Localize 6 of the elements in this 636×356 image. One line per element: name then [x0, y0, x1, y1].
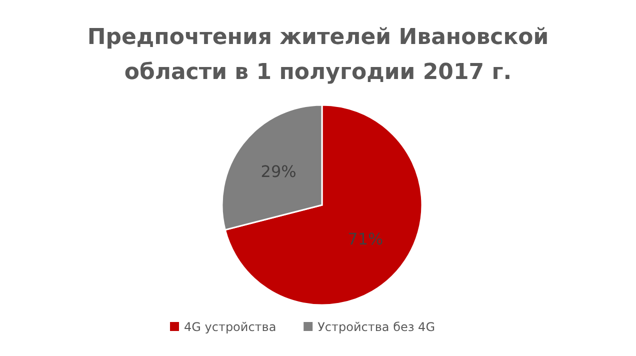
chart-title: Предпочтения жителей Ивановской области в 1 полугодии 2017 г.: [87, 25, 549, 85]
legend-label: Устройства без 4G: [318, 320, 436, 334]
legend-label: 4G устройства: [184, 320, 276, 334]
data-label: 71%: [348, 229, 384, 248]
data-label: 29%: [260, 162, 296, 181]
pie-slice: [224, 104, 423, 306]
